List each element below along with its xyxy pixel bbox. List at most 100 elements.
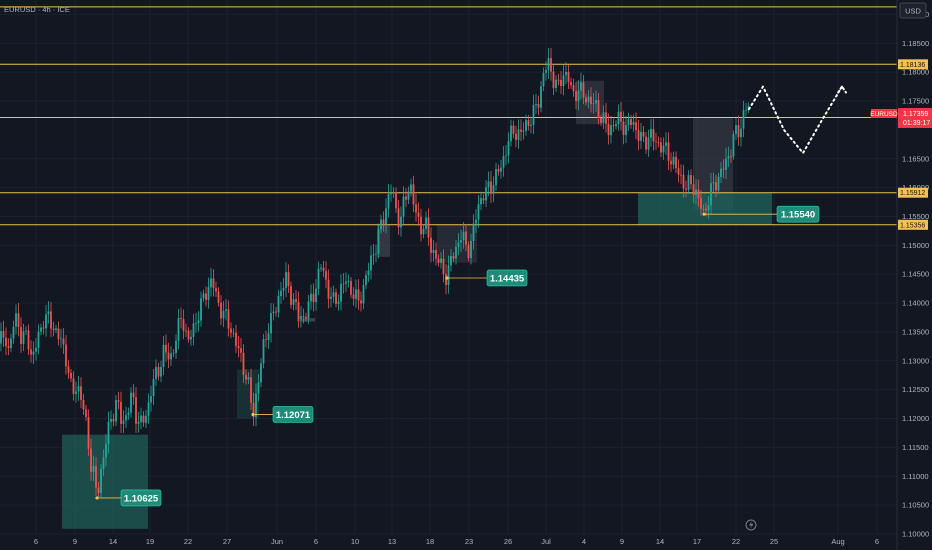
candle-body bbox=[610, 125, 612, 136]
candle-body bbox=[290, 286, 292, 305]
candle-body bbox=[730, 156, 732, 158]
time-tick-label: 9 bbox=[620, 537, 624, 546]
candle-body bbox=[37, 331, 40, 348]
candle-body bbox=[7, 346, 10, 348]
time-tick-label: 13 bbox=[388, 537, 396, 546]
lightning-icon[interactable] bbox=[745, 519, 757, 531]
candle-body bbox=[425, 217, 427, 229]
candle-body bbox=[430, 237, 432, 253]
candle-body bbox=[710, 183, 712, 206]
candle-body bbox=[335, 292, 337, 304]
last-price-symbol: EURUSD bbox=[870, 111, 898, 118]
candle-body bbox=[602, 112, 605, 123]
time-tick-label: 17 bbox=[693, 537, 701, 546]
candle-body bbox=[415, 204, 417, 213]
candle-body bbox=[45, 314, 47, 329]
candle-body bbox=[150, 396, 152, 403]
candle-body bbox=[312, 293, 315, 302]
candle-body bbox=[55, 328, 57, 331]
low-labels[interactable]: 1.10625 1.12071 1.14435 1.15540 bbox=[95, 205, 820, 507]
horizontal-levels[interactable] bbox=[0, 6, 897, 226]
candle-body bbox=[270, 313, 272, 334]
candle-body bbox=[280, 290, 282, 297]
candle-body bbox=[487, 181, 490, 188]
candle-body bbox=[147, 402, 150, 416]
candle-body bbox=[462, 231, 465, 241]
price-tick-label: 1.15000 bbox=[902, 241, 929, 250]
candle-body bbox=[57, 328, 60, 340]
candle-body bbox=[60, 338, 62, 340]
low-label-box[interactable] bbox=[486, 269, 528, 287]
candle-body bbox=[82, 399, 85, 410]
candle-body bbox=[350, 281, 352, 295]
candle-body bbox=[417, 212, 420, 217]
candle-body bbox=[577, 90, 580, 101]
candle-body bbox=[240, 348, 242, 353]
last-price-countdown: 01:39:17 bbox=[903, 120, 930, 127]
time-tick-label: 22 bbox=[732, 537, 740, 546]
projection-path[interactable] bbox=[748, 84, 847, 155]
candle-body bbox=[530, 124, 532, 126]
price-tick-label: 1.11000 bbox=[902, 472, 929, 481]
price-tick-label: 1.18500 bbox=[902, 39, 929, 48]
candle-body bbox=[590, 96, 592, 105]
candle-body bbox=[745, 109, 747, 111]
candle-body bbox=[570, 82, 572, 86]
candle-body bbox=[437, 258, 440, 263]
candle-body bbox=[392, 192, 395, 194]
time-tick-label: Jun bbox=[271, 537, 283, 546]
price-axis[interactable] bbox=[897, 0, 932, 550]
time-tick-label: 23 bbox=[465, 537, 473, 546]
candle-body bbox=[67, 366, 70, 373]
currency-button[interactable] bbox=[899, 2, 927, 19]
low-label-box[interactable] bbox=[272, 406, 314, 423]
candle-body bbox=[395, 192, 397, 209]
candle-body bbox=[260, 363, 262, 383]
candle-body bbox=[607, 123, 610, 136]
candle-body bbox=[635, 122, 637, 131]
candle-body bbox=[535, 103, 537, 105]
candle-body bbox=[30, 349, 32, 355]
candle-body bbox=[212, 278, 215, 289]
candle-body bbox=[725, 158, 727, 170]
candle-body bbox=[302, 316, 305, 317]
last-price-symbol-box bbox=[871, 109, 897, 118]
low-label-box[interactable] bbox=[120, 489, 162, 507]
candle-body bbox=[557, 79, 560, 81]
candle-body bbox=[222, 311, 225, 319]
candle-body bbox=[652, 129, 655, 142]
candle-body bbox=[205, 293, 207, 300]
candle-body bbox=[40, 327, 42, 332]
candle-body bbox=[102, 457, 105, 469]
candle-body bbox=[305, 316, 307, 319]
low-label-box[interactable] bbox=[776, 205, 820, 223]
candle-body bbox=[540, 86, 542, 108]
price-tick-label: 1.12500 bbox=[902, 385, 929, 394]
candle-body bbox=[220, 302, 222, 319]
candle-body bbox=[405, 196, 407, 200]
candle-body bbox=[545, 69, 547, 73]
candle-body bbox=[182, 318, 185, 331]
candle-body bbox=[592, 103, 595, 105]
candle-body bbox=[612, 125, 615, 127]
candle-body bbox=[165, 344, 167, 353]
candle-body bbox=[685, 188, 687, 190]
candle-body bbox=[432, 249, 435, 253]
candle-body bbox=[495, 168, 497, 186]
candle-body bbox=[675, 156, 677, 169]
candle-body bbox=[497, 168, 500, 172]
projection-line[interactable] bbox=[748, 84, 843, 155]
candle-body bbox=[340, 284, 342, 302]
candle-body bbox=[482, 198, 485, 201]
candle-body bbox=[390, 192, 392, 195]
candle-body bbox=[327, 279, 330, 299]
low-marker bbox=[702, 212, 706, 216]
candle-body bbox=[257, 382, 260, 394]
candle-body bbox=[110, 418, 112, 422]
price-tick-label: 1.11500 bbox=[902, 443, 929, 452]
candle-body bbox=[275, 311, 277, 313]
candle-body bbox=[560, 80, 562, 86]
candle-body bbox=[600, 118, 602, 123]
last-price-tag: EURUSD 1.17359 01:39:17 bbox=[870, 108, 932, 128]
